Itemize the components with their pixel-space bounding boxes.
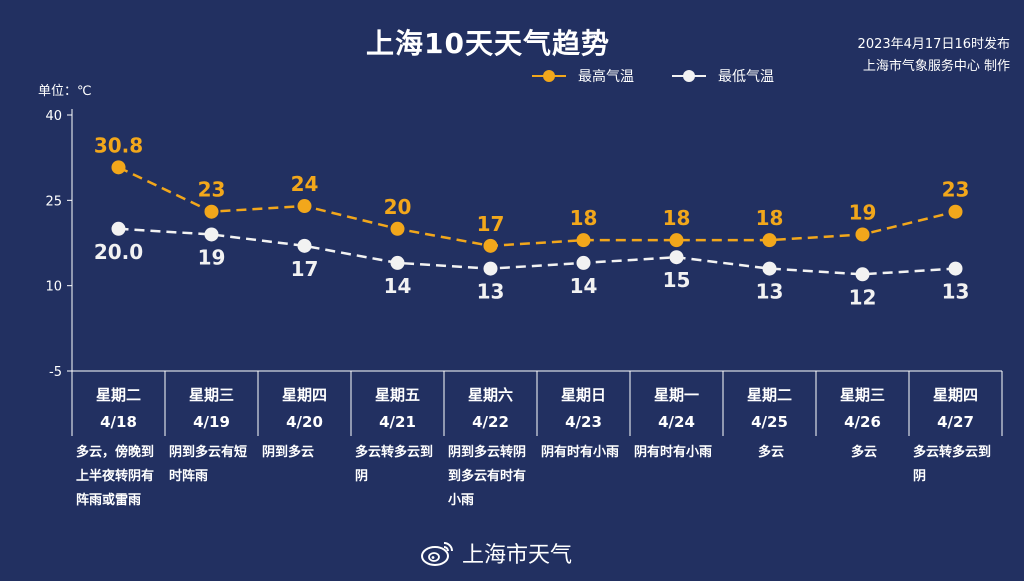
publish-info: 2023年4月17日16时发布 上海市气象服务中心 制作 [858,34,1010,78]
watermark-text: 上海市天气 [462,543,573,568]
low-temp-point [390,255,405,270]
high-temp-label: 19 [849,200,877,224]
day-weekday: 星期二 [95,386,141,404]
low-temp-label: 12 [849,285,877,309]
day-weather: 阴到多云有短时阵雨 [169,445,248,484]
day-weekday: 星期二 [746,386,792,404]
legend-high: 最高气温 [532,66,634,86]
high-temp-label: 20 [384,195,412,219]
day-weather: 多云 [850,445,877,460]
low-temp-line [118,227,956,276]
high-temp-point [762,233,777,248]
day-date: 4/24 [658,413,695,431]
unit-label: 单位：℃ [38,84,92,99]
high-temp-label: 30.8 [94,133,143,157]
legend-high-label: 最高气温 [578,69,634,85]
high-temp-label: 18 [663,206,691,230]
low-temp-point [855,267,870,282]
day-weekday: 星期四 [932,386,978,404]
low-temp-point [483,261,498,276]
legend: 最高气温 最低气温 [532,66,812,86]
y-tick-label: 25 [45,194,62,209]
high-temp-point [576,233,591,248]
low-temp-label: 13 [477,280,505,304]
day-weather: 多云，傍晚到上半夜转阴有阵雨或雷雨 [76,445,155,508]
day-date: 4/19 [193,413,230,431]
publish-time: 2023年4月17日16时发布 [857,37,1010,52]
high-temp-label: 23 [198,178,226,202]
low-temp-point [669,250,684,265]
legend-low-swatch [672,69,706,83]
low-temp-point [204,227,219,242]
high-temp-point [111,160,126,175]
watermark: 上海市天气 [420,537,572,569]
chart-title: 上海10天天气趋势 [366,27,610,60]
legend-low-label: 最低气温 [718,69,774,85]
day-weekday: 星期六 [467,386,513,404]
day-weather: 阴到多云 [262,445,315,460]
day-weather: 多云转多云到阴 [355,445,434,484]
day-date: 4/25 [751,413,788,431]
day-date: 4/27 [937,413,974,431]
high-temp-label: 18 [756,206,784,230]
low-temp-label: 20.0 [94,240,143,264]
low-temp-label: 14 [384,274,412,298]
day-weather: 阴有时有小雨 [541,445,620,460]
legend-low: 最低气温 [672,66,774,86]
day-weekday: 星期三 [188,386,234,404]
low-temp-point [111,221,126,236]
high-temp-point [483,238,498,253]
day-weekday: 星期一 [653,386,699,404]
high-temp-point [204,204,219,219]
low-temp-point [762,261,777,276]
day-weekday: 星期日 [560,386,606,404]
day-date: 4/18 [100,413,137,431]
y-tick-label: -5 [49,365,62,380]
low-temp-label: 13 [756,280,784,304]
high-temp-label: 18 [570,206,598,230]
y-tick-label: 10 [45,280,62,295]
day-weather: 阴有时有小雨 [634,445,713,460]
low-temp-label: 14 [570,274,598,298]
day-date: 4/21 [379,413,416,431]
high-temp-label: 17 [477,212,505,236]
day-weather: 多云 [757,445,784,460]
low-temp-point [297,238,312,253]
low-temp-point [576,255,591,270]
day-weekday: 星期五 [374,386,420,404]
low-temp-point [948,261,963,276]
day-date: 4/26 [844,413,881,431]
legend-high-swatch [532,69,566,83]
high-temp-label: 24 [291,172,319,196]
day-date: 4/20 [286,413,323,431]
day-weekday: 星期三 [839,386,885,404]
high-temp-point [390,221,405,236]
day-weather: 阴到多云转阴到多云有时有小雨 [448,445,527,508]
day-weather: 多云转多云到阴 [913,445,992,484]
weibo-icon [421,542,453,566]
day-weekday: 星期四 [281,386,327,404]
high-temp-point [669,233,684,248]
low-temp-label: 15 [663,268,691,292]
low-temp-label: 19 [198,245,226,269]
low-temp-label: 13 [942,280,970,304]
low-temp-label: 17 [291,257,319,281]
day-date: 4/23 [565,413,602,431]
high-temp-label: 23 [942,178,970,202]
y-tick-label: 40 [45,109,62,124]
day-date: 4/22 [472,413,509,431]
high-temp-point [948,204,963,219]
high-temp-point [855,227,870,242]
publisher: 上海市气象服务中心 制作 [862,59,1010,74]
high-temp-point [297,199,312,214]
high-temp-line [117,166,956,248]
